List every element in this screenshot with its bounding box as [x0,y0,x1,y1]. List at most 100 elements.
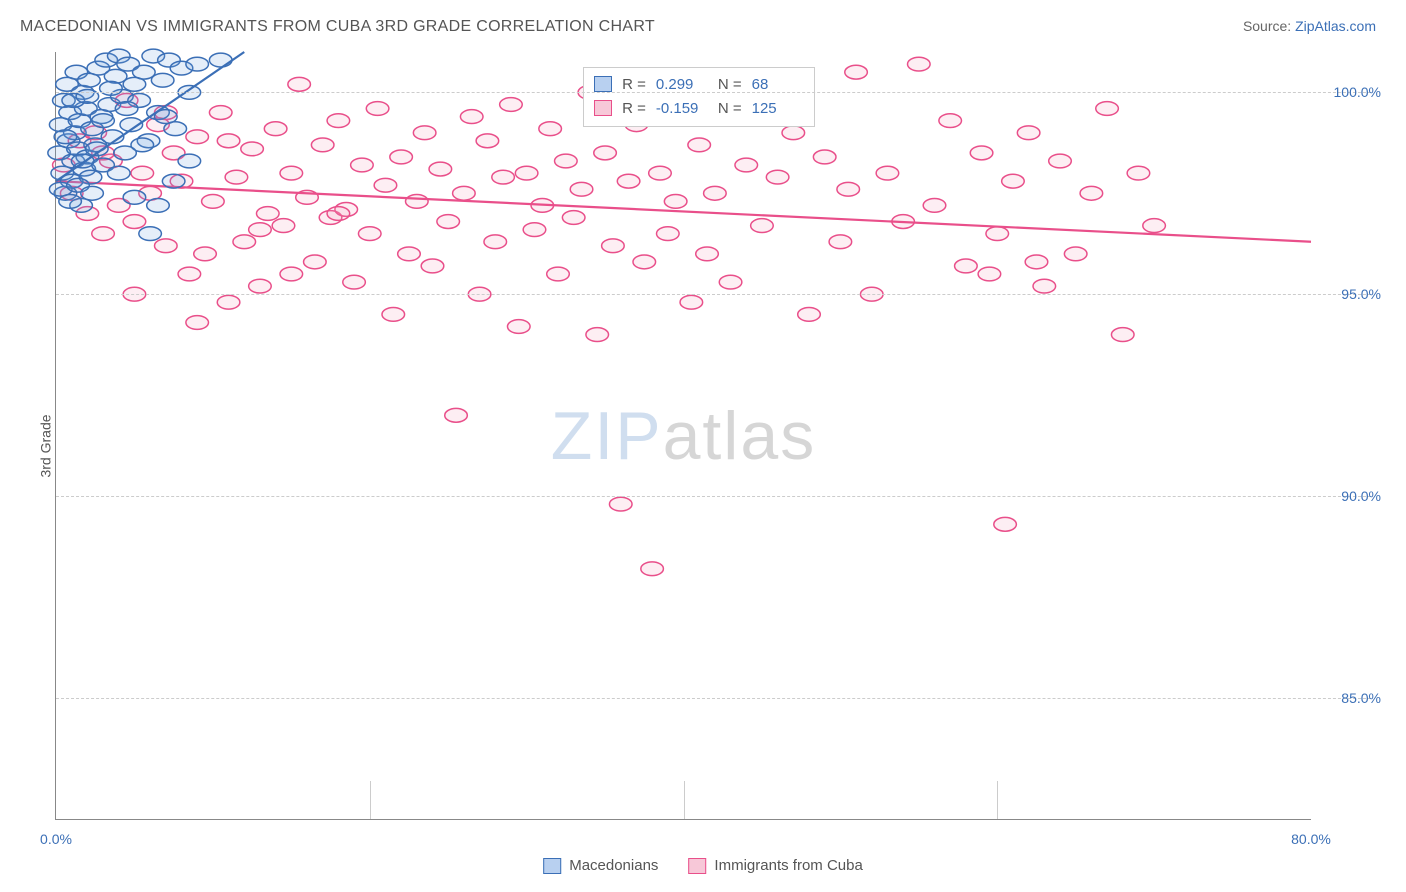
scatter-point [186,130,209,144]
scatter-point [1025,255,1048,269]
scatter-point [664,194,687,208]
scatter-point [923,198,946,212]
scatter-point [241,142,264,156]
swatch-cuba [594,100,612,116]
scatter-point [280,267,303,281]
plot-svg [56,52,1311,819]
scatter-point [445,408,468,422]
scatter-point [59,194,82,208]
scatter-point [970,146,993,160]
scatter-point [696,247,719,261]
scatter-point [311,138,334,152]
scatter-point [876,166,899,180]
scatter-point [437,215,460,229]
scatter-point [351,158,374,172]
scatter-point [107,166,130,180]
scatter-point [617,174,640,188]
scatter-point [429,162,452,176]
x-tick-label: 80.0% [1291,831,1331,847]
scatter-point [421,259,444,273]
n-value-c: 125 [752,100,804,117]
y-tick-label: 95.0% [1321,286,1381,302]
scatter-point [178,154,201,168]
scatter-point [515,166,538,180]
scatter-point [829,235,852,249]
scatter-point [155,239,178,253]
scatter-point [523,223,546,237]
chart-title: MACEDONIAN VS IMMIGRANTS FROM CUBA 3RD G… [20,18,655,36]
scatter-point [327,114,350,128]
scatter-point [264,122,287,136]
scatter-point [649,166,672,180]
scatter-point [209,53,232,67]
scatter-point [209,106,232,120]
scatter-point [398,247,421,261]
scatter-point [594,146,617,160]
scatter-point [358,227,381,241]
scatter-point [955,259,978,273]
scatter-point [256,207,279,221]
chart-container: MACEDONIAN VS IMMIGRANTS FROM CUBA 3RD G… [0,0,1406,892]
scatter-point [1017,126,1040,140]
scatter-point [766,170,789,184]
scatter-point [233,235,256,249]
legend-item-cuba: Immigrants from Cuba [688,857,862,874]
legend-swatch-macedonians [543,858,561,874]
scatter-point [131,138,154,152]
gridline-v [684,781,685,819]
r-label-c: R = [622,100,646,117]
scatter-point [719,275,742,289]
scatter-point [272,219,295,233]
scatter-point [343,275,366,289]
scatter-point [162,174,185,188]
n-label-c: N = [718,100,742,117]
gridline-h [56,698,1371,699]
scatter-point [225,170,248,184]
scatter-point [782,126,805,140]
source-link[interactable]: ZipAtlas.com [1295,18,1376,34]
scatter-point [978,267,1001,281]
scatter-point [382,307,405,321]
scatter-point [1033,279,1056,293]
gridline-h [56,496,1371,497]
scatter-point [147,198,170,212]
scatter-point [390,150,413,164]
scatter-point [1143,219,1166,233]
scatter-point [994,517,1017,531]
y-axis-label: 3rd Grade [38,414,54,477]
scatter-point [1127,166,1150,180]
legend-swatch-cuba [688,858,706,874]
scatter-point [217,134,240,148]
scatter-point [845,65,868,79]
scatter-point [131,166,154,180]
scatter-point [406,194,429,208]
scatter-point [751,219,774,233]
scatter-point [194,247,217,261]
scatter-point [123,215,146,229]
scatter-point [374,178,397,192]
scatter-point [92,114,115,128]
scatter-point [413,126,436,140]
scatter-point [92,227,115,241]
scatter-point [280,166,303,180]
source-credit: Source: ZipAtlas.com [1243,18,1376,34]
scatter-point [735,158,758,172]
gridline-v [370,781,371,819]
y-tick-label: 90.0% [1321,488,1381,504]
scatter-point [54,130,77,144]
n-value-m: 68 [752,76,804,93]
gridline-h [56,92,1371,93]
scatter-point [453,186,476,200]
scatter-point [680,295,703,309]
scatter-point [1111,328,1134,342]
scatter-point [304,255,327,269]
gridline-h [56,294,1371,295]
r-value-m: 0.299 [656,76,708,93]
scatter-point [1049,154,1072,168]
scatter-point [586,328,609,342]
scatter-point [1064,247,1087,261]
scatter-point [547,267,570,281]
scatter-point [507,320,530,334]
source-label: Source: [1243,18,1295,34]
stats-legend-box: R = 0.299 N = 68 R = -0.159 N = 125 [583,67,815,127]
